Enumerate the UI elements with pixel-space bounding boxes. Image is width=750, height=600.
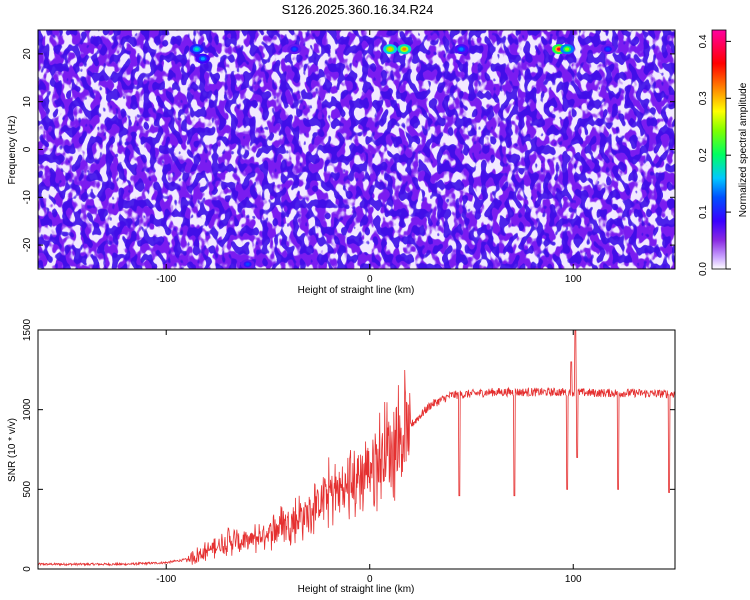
snr-x-label: Height of straight line (km) (298, 584, 415, 595)
spectrogram-x-label: Height of straight line (km) (298, 285, 415, 296)
snr-x-ticks: -100 0 100 (156, 330, 582, 585)
y-tick-label: 10 (22, 96, 33, 108)
spectrogram-texture-dark (38, 30, 675, 269)
hot-spot-core (402, 47, 407, 51)
chart-title: S126.2025.360.16.34.R24 (281, 2, 434, 17)
snr-background (38, 330, 675, 569)
hot-spot (383, 44, 398, 55)
snr-y-ticks: 0 500 1000 1500 (22, 318, 675, 572)
spectrogram-x-ticks: -100 0 100 (156, 30, 582, 285)
y-tick-label: 0 (22, 146, 33, 152)
y-tick-label: 20 (22, 48, 33, 60)
colorbar-tick-label: 0.3 (698, 91, 709, 105)
hot-spot-core (245, 262, 250, 266)
colorbar: 0.0 0.1 0.2 0.3 0.4 Normalized spectral ampl… (698, 29, 749, 276)
y-tick-label: 500 (22, 481, 33, 498)
hot-spot-core (556, 47, 561, 51)
colorbar-label: Normalized spectral amplitude (738, 82, 749, 217)
hot-spot-core (459, 47, 464, 51)
hot-spot-core (200, 57, 205, 61)
colorbar-tick-label: 0.4 (698, 34, 709, 48)
hot-spot-core (605, 47, 610, 51)
colorbar-ticks: 0.0 0.1 0.2 0.3 0.4 (698, 34, 731, 276)
x-tick-label: 0 (367, 274, 373, 285)
hot-spot (240, 259, 255, 269)
hot-spot-core (388, 47, 393, 51)
hot-spot (397, 44, 412, 55)
snr-y-label: SNR (10 * v/v) (7, 418, 18, 482)
snr-panel: -100 0 100 0 500 1000 1500 Height of straight… (7, 318, 676, 595)
y-tick-label: -20 (22, 237, 33, 252)
colorbar-tick-label: 0.2 (698, 148, 709, 162)
y-tick-label: 1500 (22, 318, 33, 341)
hot-spot-core (194, 47, 199, 51)
y-tick-label: 1000 (22, 398, 33, 421)
y-tick-label: 0 (22, 566, 33, 572)
hot-spot-core (292, 47, 297, 51)
spectrogram-y-ticks: -20 -10 0 10 20 (22, 48, 675, 252)
colorbar-tick-label: 0.1 (698, 205, 709, 219)
colorbar-tick-label: 0.0 (698, 262, 709, 276)
hot-spot (454, 44, 469, 55)
hot-spot-core (565, 47, 570, 51)
hot-spots (189, 44, 615, 269)
snr-series-line (38, 330, 675, 567)
y-tick-label: -10 (22, 190, 33, 205)
x-tick-label: 100 (565, 274, 582, 285)
hot-spot (189, 44, 204, 55)
x-tick-label: -100 (156, 274, 176, 285)
hot-spot (287, 44, 302, 55)
x-tick-label: -100 (156, 574, 176, 585)
hot-spot (195, 53, 210, 64)
hot-spot (600, 44, 615, 55)
x-tick-label: 100 (565, 574, 582, 585)
snr-frame (37, 329, 676, 570)
hot-spot (560, 44, 575, 55)
colorbar-gradient (711, 29, 727, 270)
spectrogram-y-label: Frequency (Hz) (7, 116, 18, 185)
x-tick-label: 0 (367, 574, 373, 585)
